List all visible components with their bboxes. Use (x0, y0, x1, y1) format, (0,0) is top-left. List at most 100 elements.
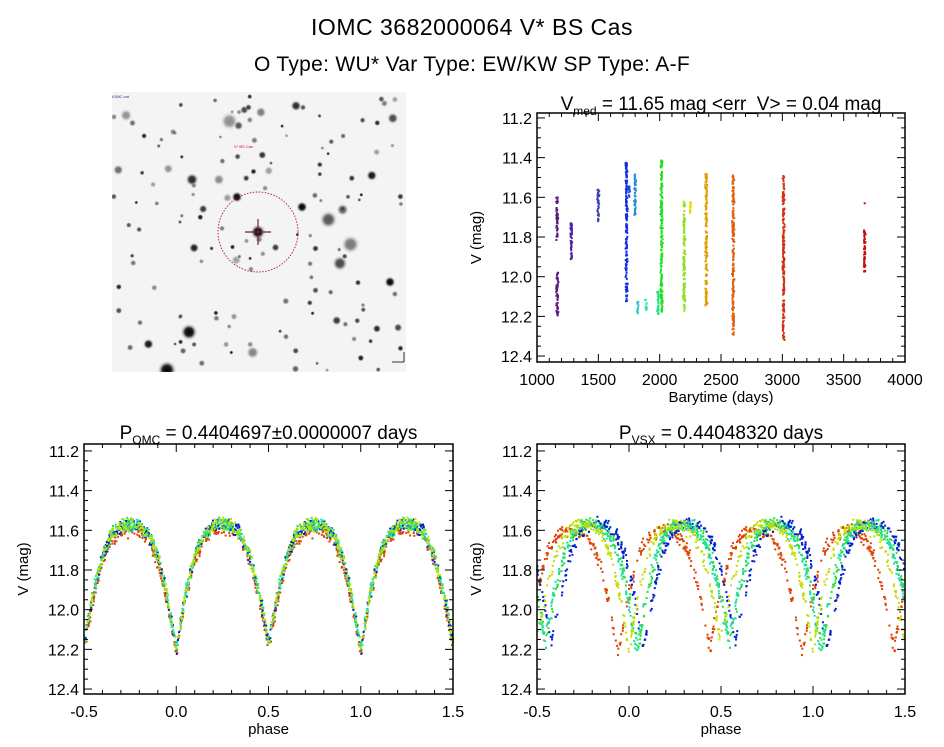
star (380, 99, 389, 108)
y-tick-label: 12.2 (501, 309, 532, 326)
data-point (205, 535, 208, 538)
data-point (143, 530, 145, 533)
star (140, 132, 148, 140)
data-point (200, 540, 203, 543)
data-point (366, 610, 369, 613)
data-point (596, 198, 599, 201)
data-point (725, 572, 728, 575)
star (391, 290, 399, 298)
data-point (316, 529, 319, 532)
data-point (403, 520, 406, 523)
data-point (779, 556, 782, 559)
data-point (678, 543, 681, 546)
data-point (645, 308, 648, 311)
data-point (633, 192, 636, 194)
data-point (803, 643, 806, 646)
data-point (626, 244, 628, 247)
data-point (660, 162, 663, 165)
data-point (348, 585, 350, 588)
star (327, 288, 334, 296)
data-point (121, 524, 123, 527)
data-point (233, 521, 236, 524)
data-point (864, 252, 867, 255)
data-point (661, 185, 664, 188)
data-point (704, 208, 707, 211)
data-point (627, 188, 630, 191)
star (234, 153, 242, 161)
data-point (111, 532, 114, 535)
star (359, 116, 366, 124)
y-tick-label: 11.6 (502, 190, 532, 207)
data-point (660, 252, 663, 255)
data-point (605, 588, 608, 591)
data-point (782, 253, 784, 256)
data-point (625, 200, 628, 203)
data-point (683, 235, 686, 237)
data-point (683, 259, 686, 262)
data-point (448, 625, 451, 628)
data-point (201, 536, 204, 538)
target-circle (217, 191, 299, 273)
data-point (427, 535, 430, 538)
star (247, 256, 253, 261)
data-point (624, 288, 627, 291)
data-point (273, 613, 276, 616)
data-point (431, 555, 434, 558)
data-point (704, 205, 707, 208)
data-point (324, 530, 327, 533)
data-point (657, 298, 660, 301)
data-point (323, 536, 326, 538)
data-point (732, 275, 735, 278)
data-point (267, 639, 270, 642)
star (291, 364, 300, 372)
data-point (626, 257, 629, 260)
data-point (161, 570, 164, 573)
data-point (365, 617, 368, 620)
data-point (713, 628, 716, 631)
data-point (705, 268, 708, 271)
data-point (732, 244, 735, 247)
data-point (349, 588, 352, 591)
data-point (705, 181, 708, 183)
data-point (705, 255, 708, 258)
data-point (731, 273, 733, 275)
data-point (704, 241, 707, 244)
data-point (660, 239, 663, 242)
data-point (417, 533, 420, 536)
data-point (112, 525, 114, 527)
data-point (732, 333, 735, 336)
data-point (705, 187, 708, 190)
y-tick-label: 11.8 (49, 563, 79, 580)
data-point (634, 182, 637, 184)
data-point (277, 593, 280, 596)
data-point (596, 192, 599, 195)
data-point (660, 203, 662, 206)
star (359, 192, 364, 197)
data-point (400, 531, 403, 534)
data-point (348, 582, 350, 584)
data-point (422, 525, 425, 528)
data-point (440, 590, 442, 593)
data-point (597, 190, 600, 193)
data-point (570, 253, 573, 256)
data-point (705, 173, 708, 176)
data-point (705, 223, 708, 225)
data-point (570, 244, 573, 247)
data-point (683, 297, 686, 300)
data-point (783, 225, 786, 228)
data-point (685, 542, 688, 545)
data-point (381, 547, 384, 549)
data-point (228, 534, 231, 537)
data-point (660, 205, 663, 208)
data-point (805, 627, 808, 630)
data-point (356, 631, 359, 634)
star (306, 299, 314, 307)
data-point (782, 287, 785, 290)
data-point (659, 209, 662, 212)
data-point (312, 530, 315, 533)
data-point (221, 519, 224, 522)
star (246, 93, 253, 100)
data-point (830, 538, 833, 541)
data-point (732, 283, 735, 286)
data-point (612, 627, 615, 630)
